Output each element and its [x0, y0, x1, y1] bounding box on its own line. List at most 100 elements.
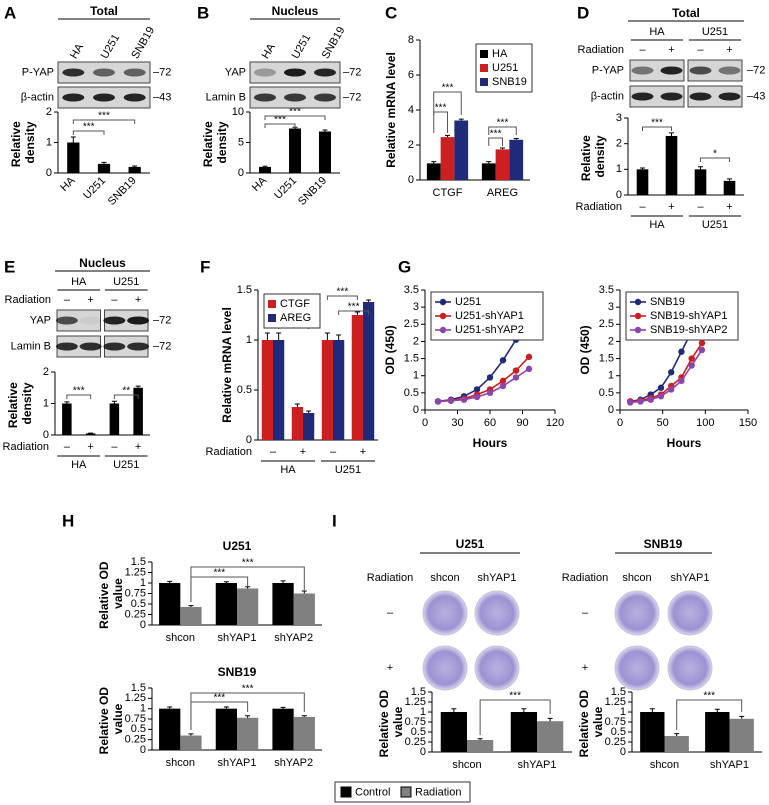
y-axis-label: Relative density [6, 379, 34, 428]
legend-label: U251 [455, 296, 481, 308]
y-tick-label: 1.25 [125, 692, 146, 704]
mw-label: –72 [343, 91, 361, 103]
x-tick-label: shcon [650, 759, 679, 771]
significance-label: *** [73, 386, 85, 397]
legend-label: U251-shYAP1 [455, 310, 524, 322]
y-tick-label: 1 [413, 370, 419, 382]
y-tick-label: 0 [140, 744, 146, 756]
y-axis-label: Relative OD value [97, 558, 125, 629]
y-tick-label: 0.5 [131, 723, 146, 735]
series-marker [627, 399, 634, 406]
y-tick-label: 0.25 [605, 736, 626, 748]
y-tick-label: 1.25 [605, 696, 626, 708]
y-tick-label: 10 [232, 106, 244, 118]
lane-label: + [726, 44, 732, 56]
series-marker [499, 377, 507, 385]
significance-label: *** [242, 558, 254, 569]
bar [62, 403, 72, 435]
error-bar [739, 715, 745, 719]
error-bar [714, 708, 720, 712]
significance-bracket [264, 123, 296, 128]
legend-swatch [480, 50, 488, 58]
error-bar [640, 167, 645, 170]
error-bar [276, 332, 282, 340]
legend-marker [439, 312, 447, 320]
bar [509, 139, 524, 180]
significance-bracket [433, 91, 462, 115]
y-tick-label: 0.5 [599, 387, 614, 399]
blot-band [314, 93, 336, 102]
significance-label: *** [289, 107, 301, 118]
blot-band [689, 92, 712, 101]
series-marker [637, 398, 644, 405]
bar [159, 708, 181, 750]
bar [640, 712, 665, 752]
series-marker [688, 362, 695, 369]
error-bar [458, 118, 464, 121]
colony-plate [667, 645, 713, 691]
significance-bracket [72, 130, 105, 135]
series-marker [657, 393, 665, 400]
series-marker [688, 355, 695, 362]
x-tick-label: shYAP2 [274, 632, 313, 644]
bar [109, 403, 120, 435]
significance-bracket [338, 310, 370, 315]
x-tick-label: 0 [617, 417, 623, 429]
y-tick-label: 0 [608, 404, 614, 416]
significance-bracket [113, 394, 139, 399]
x-tick-label: shYAP1 [218, 757, 257, 769]
legend-marker [439, 326, 447, 334]
y-tick-label: 2.5 [599, 318, 614, 330]
mw-label: –43 [747, 90, 765, 102]
y-tick-label: 0.25 [125, 734, 146, 746]
y-tick-label: 0.5 [404, 387, 419, 399]
significance-label: *** [348, 302, 360, 313]
blot-group-label: U251 [702, 26, 728, 38]
error-bar [322, 129, 328, 132]
significance-bracket [326, 295, 358, 300]
mw-label: –72 [153, 340, 171, 352]
y-tick-label: 0.75 [405, 716, 426, 728]
x-tick-label: 150 [739, 417, 757, 429]
x-tick-label: – [111, 441, 118, 453]
blot-band [93, 68, 115, 77]
x-tick-label: 90 [516, 417, 528, 429]
lane-label: HA [260, 41, 278, 61]
significance-bracket [433, 111, 448, 133]
x-axis-label: Hours [473, 436, 508, 450]
plate-row-label: + [582, 662, 588, 674]
blot-band [103, 342, 126, 351]
bar [333, 340, 345, 440]
blot-band [660, 66, 683, 75]
significance-bracket [190, 692, 305, 730]
bar [426, 163, 441, 180]
y-tick-label: 1 [616, 163, 622, 175]
group-label: HA [649, 219, 665, 231]
y-tick-label: 3 [608, 301, 614, 313]
legend-label: Radiation [415, 786, 461, 798]
blot-band [284, 93, 306, 102]
error-bar [727, 178, 732, 181]
plate-row-label: + [387, 662, 393, 674]
blot-band [123, 93, 146, 102]
error-bar [513, 138, 519, 140]
significance-label: *** [213, 693, 225, 704]
y-tick-label: 0 [46, 167, 52, 179]
bar [363, 302, 375, 440]
blot-row-label: Lamin B [206, 91, 246, 103]
bar [289, 128, 301, 173]
bar [237, 717, 259, 750]
bar [440, 712, 467, 752]
blot-frame [687, 85, 743, 108]
y-tick-label: 1.25 [125, 566, 146, 578]
error-bar [649, 708, 655, 712]
x-tick-label: – [639, 201, 646, 213]
series-marker [678, 377, 685, 385]
bar [705, 712, 730, 752]
panel-letter: E [4, 257, 15, 276]
y-axis-label: OD (450) [578, 325, 592, 374]
x-tick-label: – [270, 446, 277, 458]
blot-row-label: P-YAP [22, 66, 54, 78]
x-tick-label: CTGF [433, 187, 463, 199]
y-tick-label: 0.5 [237, 384, 252, 396]
